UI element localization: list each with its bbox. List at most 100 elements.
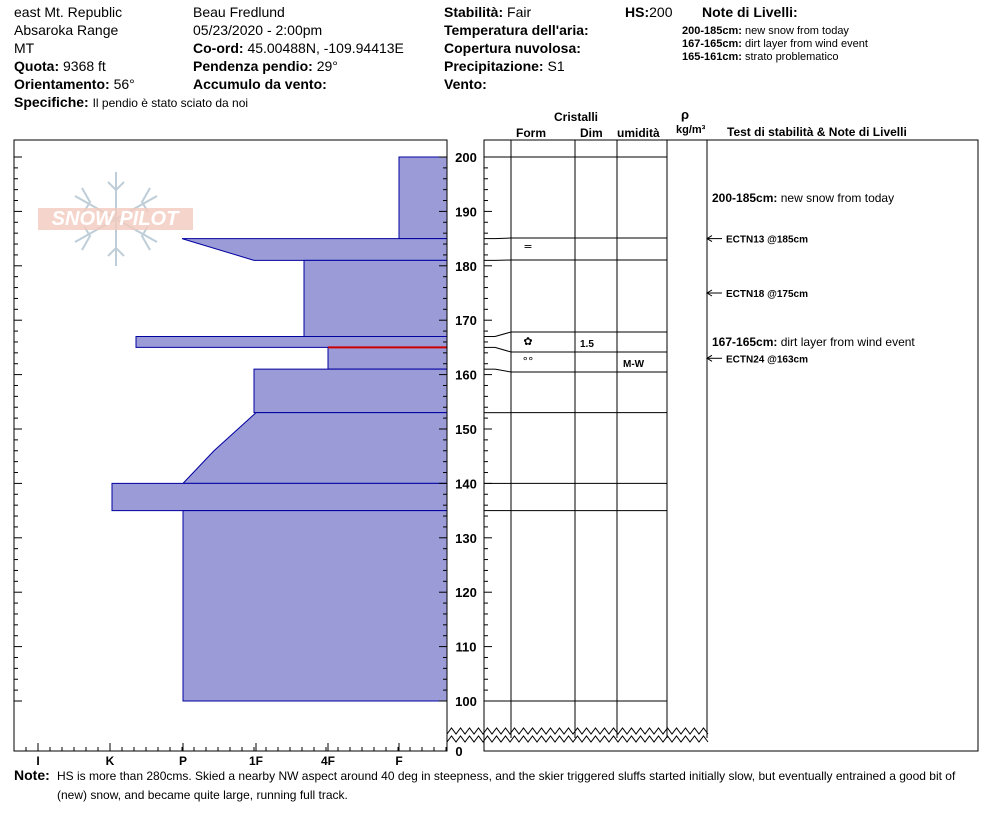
y-tick-label: 110 (456, 640, 477, 655)
y-tick-label: 150 (455, 422, 477, 437)
y-tick-label: 170 (455, 313, 477, 328)
layer-note-text: new snow from today (745, 25, 849, 37)
side-note: 167-165cm: dirt layer from wind event (712, 335, 915, 349)
hardness-layer (181, 412, 448, 484)
hardness-layer (303, 259, 448, 338)
grain-form: °° (523, 355, 534, 368)
y-zero-label: 0 (455, 744, 462, 759)
note-line-2: (new) snow, and became quite large, runn… (57, 788, 348, 802)
precip-value: S1 (547, 58, 565, 74)
stability-tests: ECTN13 @185cm ECTN18 @175cm ECTN24 @163cm 2… (706, 191, 915, 365)
x-tick-label: F (395, 754, 402, 768)
boundary-connector (494, 237, 512, 240)
snowpilot-logo: SNOW PILOT (38, 172, 193, 266)
wind-loading-label: Accumulo da vento: (193, 76, 327, 92)
hardness-axis: I K P 1F 4F F (13, 743, 447, 768)
stability-test-label: ECTN24 @163cm (726, 354, 808, 365)
break-zigzag (446, 735, 709, 743)
hardness-layer (182, 510, 448, 702)
layer-note-range: 200-185cm: (682, 25, 742, 37)
note-line-1: HS is more than 280cms. Skied a nearby N… (57, 769, 956, 783)
logo-text: SNOW PILOT (52, 208, 180, 230)
specifics-value: Il pendio è stato sciato da noi (92, 96, 249, 110)
arrow-head-icon (706, 235, 713, 243)
size-header: Dim (580, 126, 603, 140)
arrow-head-icon (706, 354, 713, 362)
layer-note-range: 167-165cm: (682, 38, 742, 50)
break-zigzag (446, 727, 709, 735)
y-tick-label: 200 (455, 150, 477, 165)
location: east Mt. Republic (14, 4, 123, 20)
layer-note-text: strato problematico (745, 51, 839, 63)
stability-test-label: ECTN18 @175cm (726, 289, 808, 300)
moisture: M-W (623, 359, 645, 370)
boundary-connector (494, 346, 512, 353)
stability-test-label: ECTN13 @185cm (726, 235, 808, 246)
grain-form: = (523, 240, 532, 253)
form-header: Form (516, 126, 546, 140)
x-tick-label: I (36, 754, 39, 768)
aspect-label: Orientamento: (14, 76, 110, 92)
crystals-header: Cristalli (554, 110, 599, 124)
hardness-profile (111, 156, 448, 702)
precip-label: Precipitazione: (444, 58, 544, 74)
elevation-value: 9368 ft (63, 58, 106, 74)
slope-value: 29° (316, 58, 338, 74)
range: Absaroka Range (14, 22, 119, 38)
density-unit: kg/m³ (676, 124, 706, 136)
boundary-connector (494, 331, 512, 338)
specifics-label: Specifiche: (14, 94, 89, 110)
stability-value: Fair (507, 4, 532, 20)
x-tick-label: K (106, 754, 115, 768)
x-tick-label: 1F (249, 754, 263, 768)
arrow-head-icon (706, 289, 713, 297)
axis-ticks: 200 190 180 170 160 150 140 130 120 110 100 0 (14, 150, 492, 759)
slope-label: Pendenza pendio: (193, 58, 313, 74)
coord-label: Co-ord: (193, 40, 244, 56)
grain-form: ✿ (523, 335, 532, 348)
wind-label: Vento: (444, 76, 487, 92)
hs-label: HS: (625, 4, 650, 20)
hardness-layer (253, 368, 448, 414)
column-lines (510, 140, 708, 738)
side-note: 200-185cm: new snow from today (712, 191, 894, 205)
axis-break (446, 727, 709, 743)
boundary-connector (494, 368, 512, 373)
snowflake-icon (74, 172, 158, 266)
layer-note-text: dirt layer from wind event (745, 38, 868, 50)
hardness-layer (135, 336, 448, 348)
state: MT (14, 40, 35, 56)
y-tick-label: 130 (455, 531, 477, 546)
y-tick-label: 190 (455, 204, 477, 219)
y-tick-label: 100 (455, 694, 477, 709)
stability-label: Stabilità: (444, 4, 504, 20)
hs-value: 200 (649, 4, 673, 20)
y-tick-label: 120 (455, 585, 477, 600)
hardness-layer (398, 156, 448, 240)
density-symbol: ρ (681, 107, 690, 122)
y-tick-label: 180 (455, 259, 477, 274)
layer-notes-title: Note di Livelli: (702, 4, 798, 20)
datetime: 05/23/2020 - 2:00pm (193, 22, 323, 38)
cloud-label: Copertura nuvolosa: (444, 40, 581, 56)
grain-size: 1.5 (580, 339, 594, 350)
elevation-label: Quota: (14, 58, 60, 74)
y-tick-label: 160 (455, 368, 477, 383)
y-tick-label: 140 (455, 476, 477, 491)
layer-note-range: 165-161cm: (682, 51, 742, 63)
note-label: Note: (14, 767, 50, 783)
layers-frame (483, 139, 979, 752)
air-temp-label: Temperatura dell'aria: (444, 22, 589, 38)
aspect-value: 56° (113, 76, 135, 92)
observer: Beau Fredlund (193, 4, 285, 20)
coord-value: 45.00488N, -109.94413E (247, 40, 404, 56)
moisture-header: umidità (617, 126, 660, 140)
x-tick-label: 4F (321, 754, 335, 768)
stability-notes-header: Test di stabilità & Note di Livelli (727, 125, 907, 139)
hardness-layer (327, 346, 448, 370)
hardness-layer (111, 482, 448, 512)
layer-symbols: = ✿ 1.5 °° M-W (523, 240, 645, 370)
hardness-layer (181, 238, 448, 261)
x-tick-label: P (179, 754, 187, 768)
